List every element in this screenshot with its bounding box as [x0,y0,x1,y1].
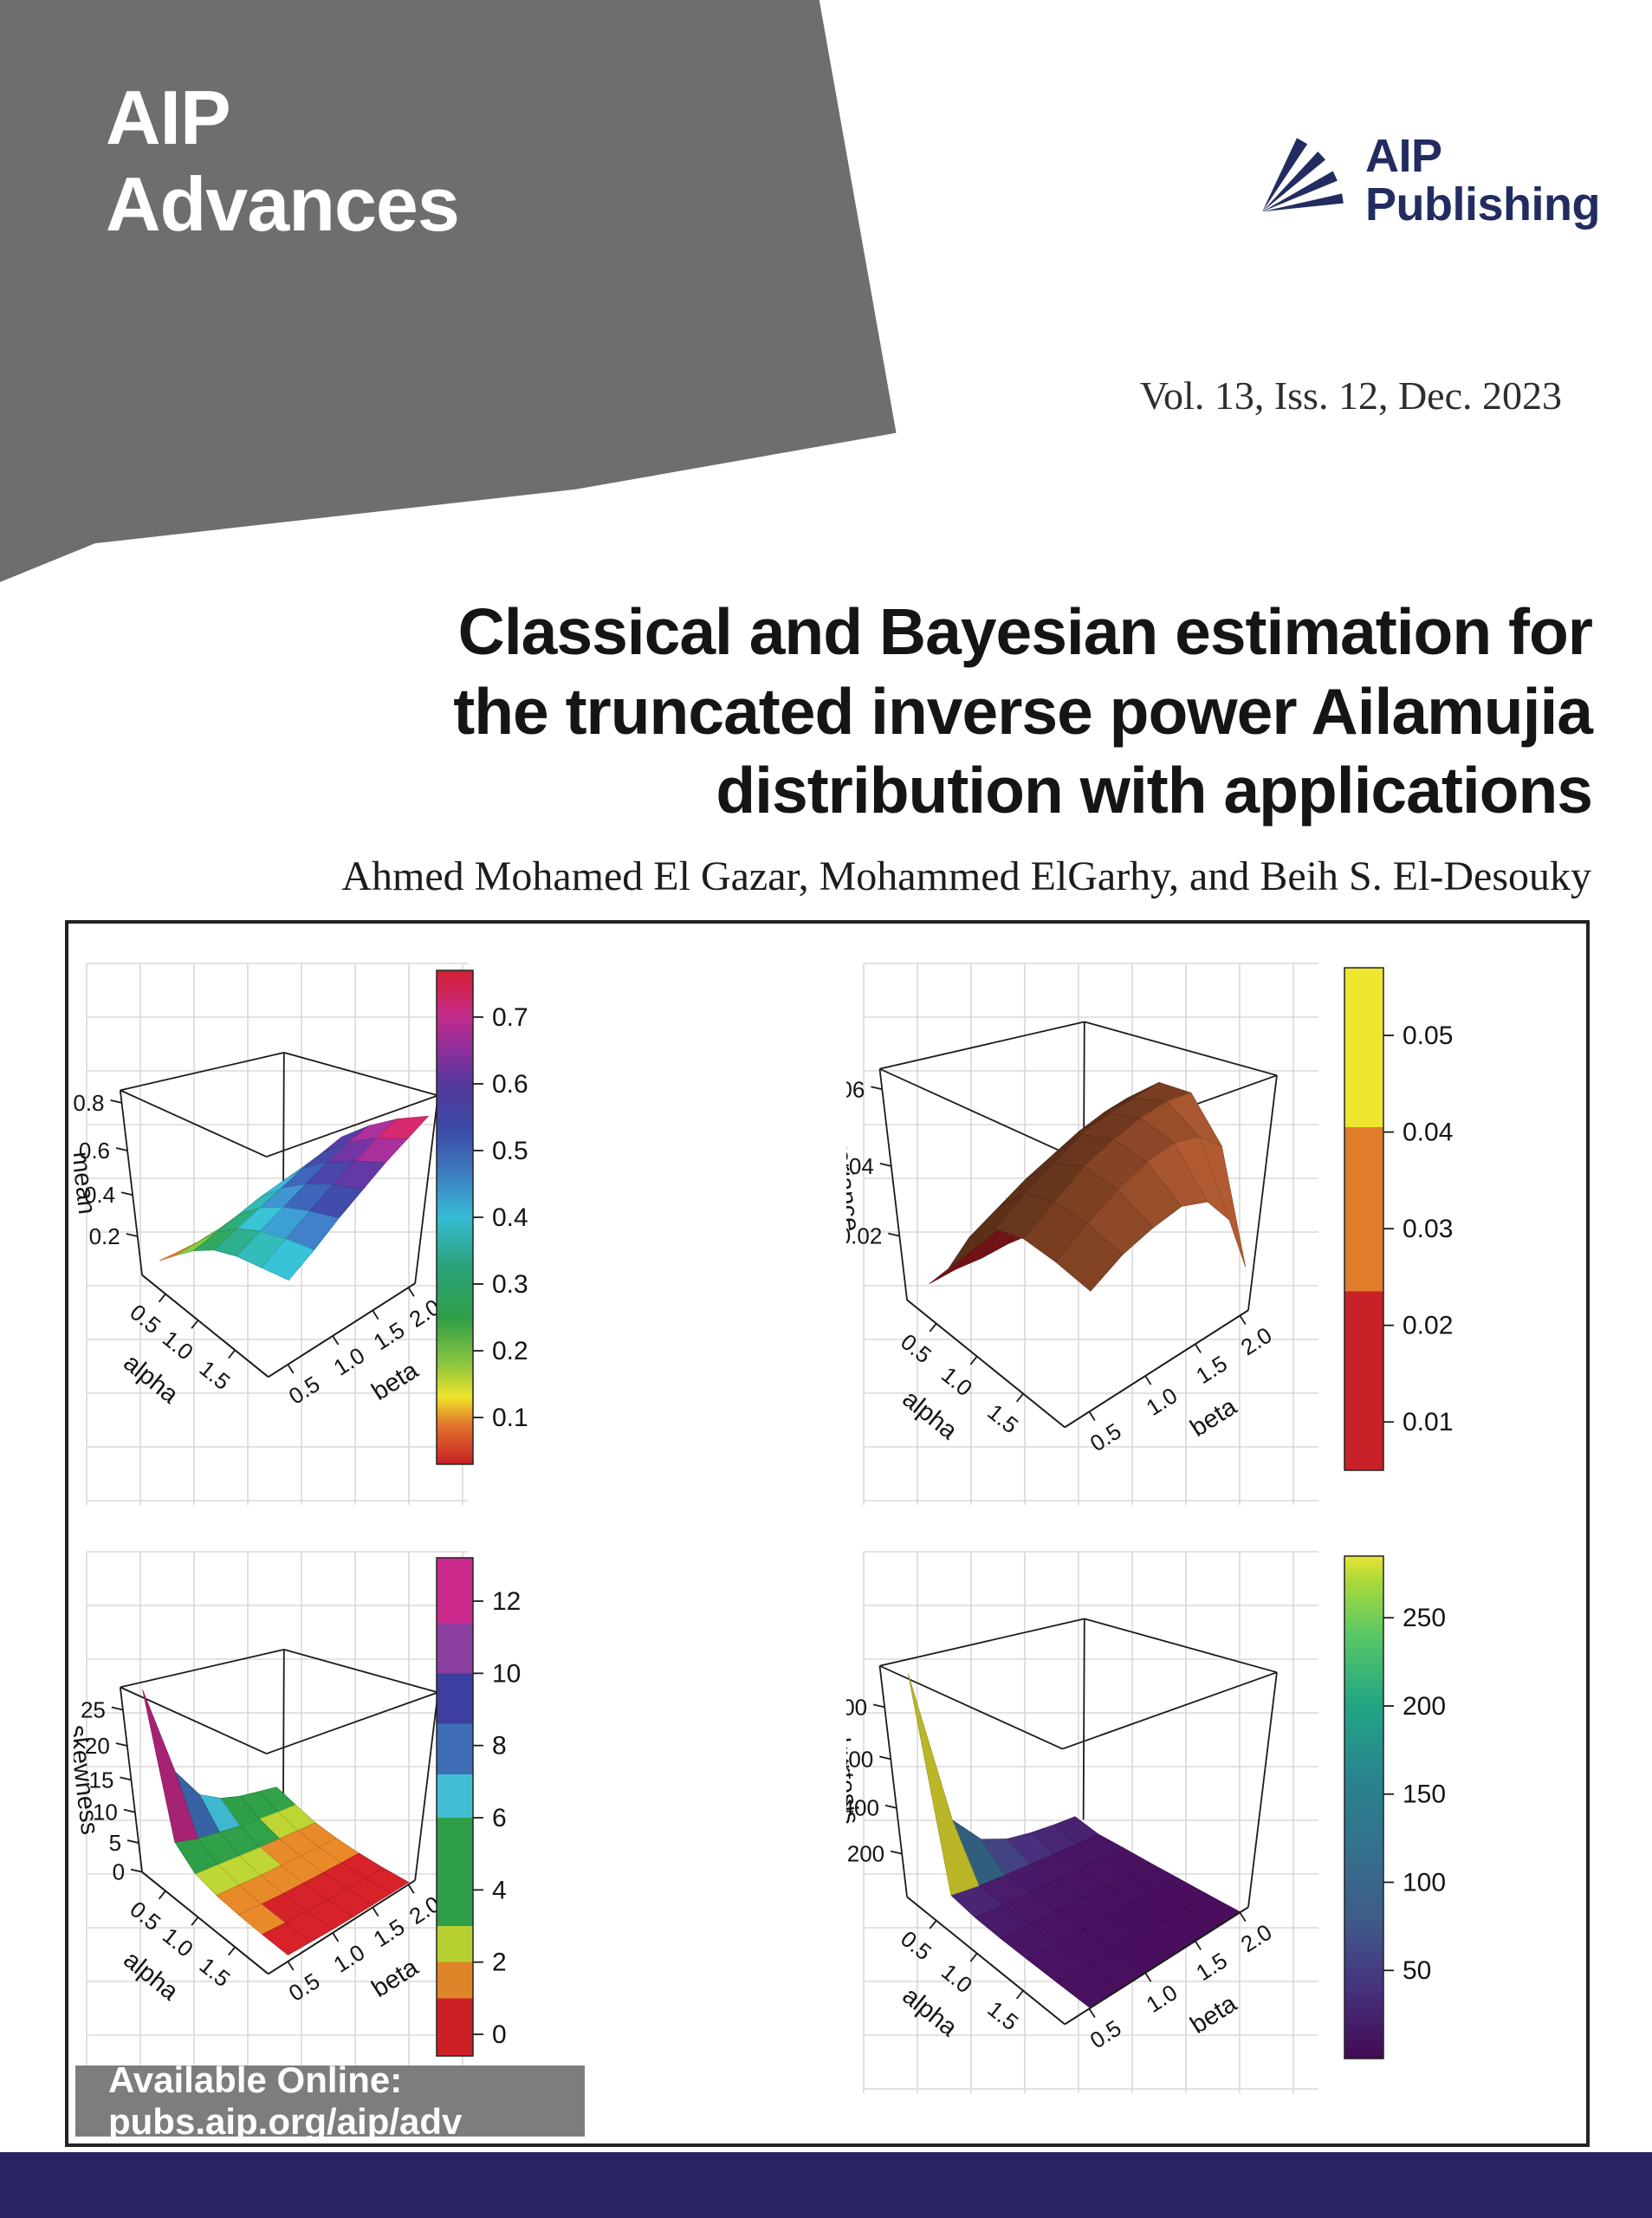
svg-text:2.0: 2.0 [1236,1322,1277,1361]
svg-text:1.5: 1.5 [369,1914,410,1953]
publisher-line1: AIP [1365,130,1442,182]
svg-text:2: 2 [492,1949,507,1977]
svg-text:6: 6 [492,1804,507,1832]
svg-text:50: 50 [1403,1956,1431,1985]
svg-text:1.5: 1.5 [1191,1350,1232,1389]
svg-text:0.04: 0.04 [846,1153,874,1179]
svg-text:25: 25 [81,1696,106,1722]
available-online-text: Available Online: pubs.aip.org/aip/adv [108,2059,463,2142]
svg-text:400: 400 [846,1795,879,1821]
svg-text:0: 0 [492,2020,507,2049]
svg-text:0.7: 0.7 [492,1003,528,1032]
svg-text:0.05: 0.05 [1403,1021,1453,1050]
svg-text:1.0: 1.0 [329,1342,370,1381]
svg-text:0.5: 0.5 [896,1328,936,1368]
svg-text:1.5: 1.5 [982,1398,1023,1438]
svg-text:1.0: 1.0 [1142,1979,1182,2018]
svg-text:beta: beta [1186,1392,1243,1443]
svg-text:0.03: 0.03 [1403,1215,1453,1243]
svg-text:5: 5 [109,1830,121,1856]
svg-text:200: 200 [1403,1692,1446,1721]
svg-text:0.3: 0.3 [492,1270,528,1299]
svg-text:0.6: 0.6 [492,1070,528,1099]
svg-text:20: 20 [85,1733,110,1759]
svg-text:2.0: 2.0 [1236,1919,1277,1958]
svg-text:0.4: 0.4 [492,1203,528,1232]
article-title-line2: the truncated inverse power Ailamujia [453,674,1593,748]
surface-plot-variance: 0.51.01.5alpha0.51.01.52.0beta0.020.040.… [846,963,1453,1505]
article-title-line1: Classical and Bayesian estimation for [457,595,1593,668]
svg-text:1.0: 1.0 [1142,1382,1182,1421]
svg-text:1.5: 1.5 [195,1952,236,1992]
svg-text:1.5: 1.5 [982,1995,1023,2035]
aip-publishing-wordmark: AIP Publishing [1365,130,1601,231]
svg-text:0.5: 0.5 [125,1896,165,1936]
svg-text:0.1: 0.1 [492,1404,528,1432]
svg-text:1.0: 1.0 [329,1939,370,1978]
aip-publishing-logo: AIP Publishing [1258,130,1601,231]
publisher-line2: Publishing [1365,178,1601,231]
svg-text:150: 150 [1403,1780,1446,1809]
svg-text:0: 0 [113,1859,125,1885]
svg-text:variance: variance [846,1135,865,1233]
surface-plot-kurtosis: 0.51.01.5alpha0.51.01.52.0beta2004006008… [846,1551,1446,2093]
svg-text:0.02: 0.02 [1403,1312,1453,1340]
article-authors: Ahmed Mohamed El Gazar, Mohammed ElGarhy… [341,853,1591,899]
svg-text:0.5: 0.5 [1085,2015,1126,2054]
svg-text:250: 250 [1403,1604,1446,1632]
svg-text:100: 100 [1403,1868,1446,1897]
svg-text:0.04: 0.04 [1403,1119,1453,1147]
svg-text:0.6: 0.6 [79,1138,110,1164]
svg-text:beta: beta [1186,1989,1243,2040]
svg-text:10: 10 [93,1800,118,1826]
svg-text:beta: beta [367,1953,424,2003]
svg-text:0.02: 0.02 [846,1223,882,1249]
journal-title-line1: AIP [106,75,231,160]
svg-text:8: 8 [492,1732,507,1761]
article-title-line3: distribution with applications [716,754,1593,827]
issue-info: Vol. 13, Iss. 12, Dec. 2023 [1139,373,1562,418]
svg-text:200: 200 [847,1841,884,1867]
journal-title-line2: Advances [106,161,460,248]
figure-panel: 0.5 1.0 1.5 alpha 0.5 1.0 1.5 2.0 beta 0.2 0.4 0.6 0… [65,920,1590,2147]
svg-text:15: 15 [89,1767,114,1793]
svg-text:12: 12 [492,1587,521,1616]
journal-title: AIP Advances [106,75,460,249]
svg-text:10: 10 [492,1659,521,1688]
aip-fan-icon [1262,138,1344,212]
svg-text:1.0: 1.0 [158,1326,198,1365]
svg-text:0.8: 0.8 [74,1090,105,1116]
svg-text:0.2: 0.2 [89,1223,120,1249]
svg-text:0.5: 0.5 [1085,1418,1126,1457]
svg-text:0.5: 0.5 [896,1925,936,1965]
svg-text:0.01: 0.01 [1403,1408,1453,1437]
svg-text:0.5: 0.5 [284,1968,325,2007]
footer-bar [0,2152,1652,2218]
svg-text:0.06: 0.06 [846,1076,865,1102]
svg-text:beta: beta [367,1356,424,1406]
svg-text:800: 800 [846,1694,867,1720]
svg-text:1.5: 1.5 [369,1317,410,1356]
svg-text:1.5: 1.5 [195,1355,236,1395]
available-online-banner: Available Online: pubs.aip.org/aip/adv [75,2059,585,2142]
svg-text:600: 600 [846,1746,873,1772]
svg-text:1.5: 1.5 [1191,1947,1232,1986]
svg-text:4: 4 [492,1876,507,1904]
svg-text:0.4: 0.4 [84,1182,115,1208]
svg-text:0.5: 0.5 [125,1299,165,1339]
article-title: Classical and Bayesian estimation for th… [453,593,1593,831]
svg-text:0.5: 0.5 [492,1137,528,1165]
svg-text:0.2: 0.2 [492,1337,528,1365]
svg-text:0.5: 0.5 [284,1371,325,1410]
